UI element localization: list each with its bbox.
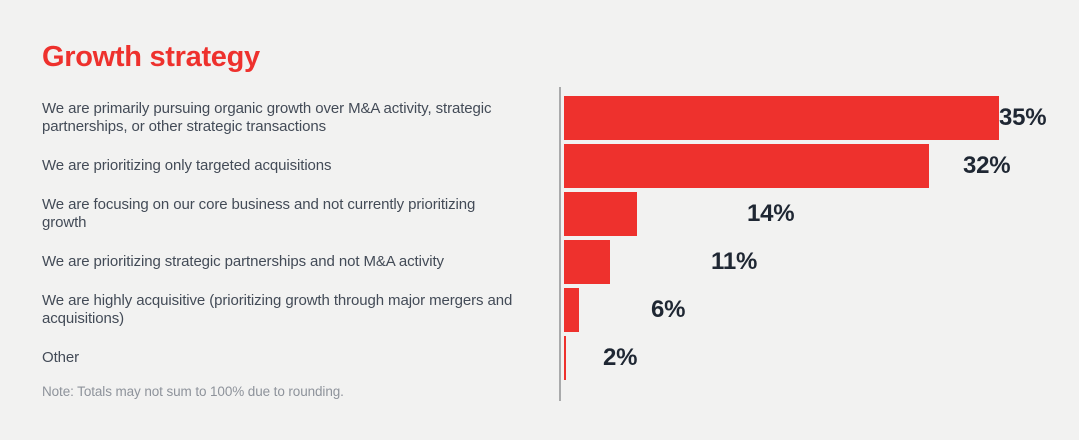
value-label: 35% [999, 103, 1047, 131]
value-label: 2% [603, 343, 638, 371]
value-label: 6% [651, 295, 686, 323]
chart-row: We are primarily pursuing organic growth… [42, 95, 1053, 140]
category-label: Other [42, 348, 80, 366]
growth-strategy-bar-chart: We are primarily pursuing organic growth… [42, 86, 1053, 401]
chart-row: We are focusing on our core business and… [42, 191, 1053, 236]
page-title: Growth strategy [42, 41, 260, 73]
chart-row: We are prioritizing strategic partnershi… [42, 239, 1053, 284]
category-label: We are highly acquisitive (prioritizing … [42, 291, 513, 327]
category-label: We are prioritizing only targeted acquis… [42, 156, 332, 174]
axis-baseline [559, 86, 561, 401]
bar-cell: 35% [559, 95, 1053, 140]
chart-row: We are prioritizing only targeted acquis… [42, 143, 1053, 188]
chart-row: Other 2% [42, 335, 1053, 380]
bar [564, 143, 929, 188]
bar [564, 287, 579, 332]
chart-footnote: Note: Totals may not sum to 100% due to … [42, 383, 344, 399]
bar-track [564, 191, 747, 236]
bar [564, 95, 999, 140]
category-label: We are primarily pursuing organic growth… [42, 99, 492, 135]
bar-track [564, 143, 963, 188]
bar-cell: 32% [559, 143, 1053, 188]
bar-track [564, 335, 603, 380]
bar-cell: 6% [559, 287, 1053, 332]
bar [564, 335, 567, 380]
bar-cell: 11% [559, 239, 1053, 284]
bar [564, 191, 638, 236]
chart-row: We are highly acquisitive (prioritizing … [42, 287, 1053, 332]
value-label: 11% [711, 247, 758, 275]
bar-track [564, 95, 999, 140]
bar-track [564, 287, 651, 332]
bar-cell: 14% [559, 191, 1053, 236]
bar-cell: 2% [559, 335, 1053, 380]
category-label: We are prioritizing strategic partnershi… [42, 252, 444, 270]
bar-track [564, 239, 711, 284]
value-label: 32% [963, 151, 1011, 179]
bar [564, 239, 611, 284]
category-label: We are focusing on our core business and… [42, 195, 476, 231]
value-label: 14% [747, 199, 795, 227]
chart-rows: We are primarily pursuing organic growth… [42, 95, 1053, 380]
